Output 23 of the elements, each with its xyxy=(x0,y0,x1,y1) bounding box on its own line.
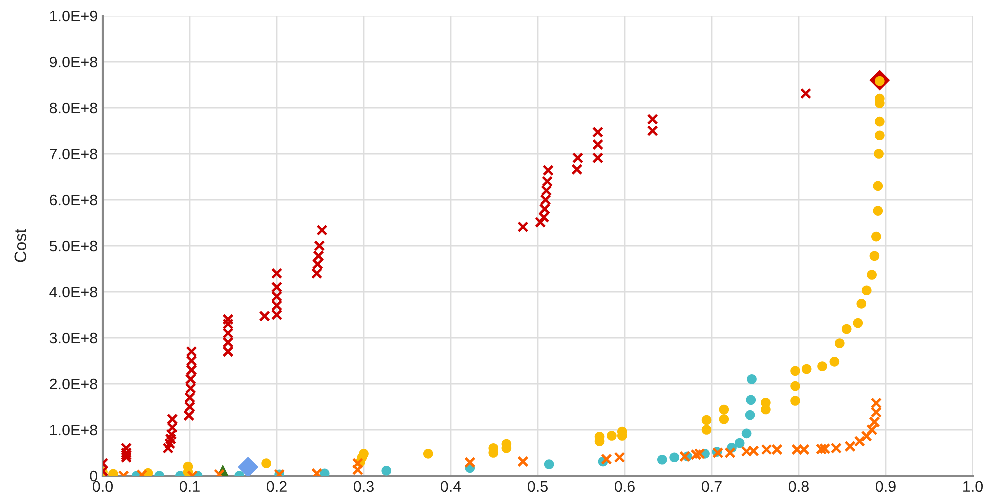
x-tick-label: 0.4 xyxy=(440,481,462,492)
x-tick-label: 0.9 xyxy=(876,481,896,492)
x-tick-label: 0.2 xyxy=(266,481,287,492)
y-tick-label: 1.0E+9 xyxy=(50,10,98,22)
y-tick-label: 8.0E+8 xyxy=(50,102,98,114)
y-tick-label: 6.0E+8 xyxy=(50,194,98,206)
y-tick-label: 9.0E+8 xyxy=(50,56,98,68)
x-tick-label: 0.0 xyxy=(92,481,114,492)
x-tick-label: 0.1 xyxy=(180,481,200,492)
x-tick-label: 1.0 xyxy=(964,481,984,492)
y-tick-label: 2.0E+8 xyxy=(50,378,98,390)
y-axis-title: Cost xyxy=(14,228,27,262)
y-tick-label: 0 xyxy=(90,470,98,482)
y-tick-label: 4.0E+8 xyxy=(50,286,98,298)
y-tick-label: 7.0E+8 xyxy=(50,148,98,160)
x-tick-label: 0.3 xyxy=(354,481,374,492)
y-tick-label: 1.0E+8 xyxy=(50,424,98,436)
x-tick-label: 0.5 xyxy=(528,481,548,492)
y-tick-label: 5.0E+8 xyxy=(50,240,98,252)
x-tick-label: 0.8 xyxy=(788,481,809,492)
y-tick-label: 3.0E+8 xyxy=(50,332,98,344)
x-tick-label: 0.6 xyxy=(614,481,635,492)
x-tick-label: 0.7 xyxy=(702,481,722,492)
